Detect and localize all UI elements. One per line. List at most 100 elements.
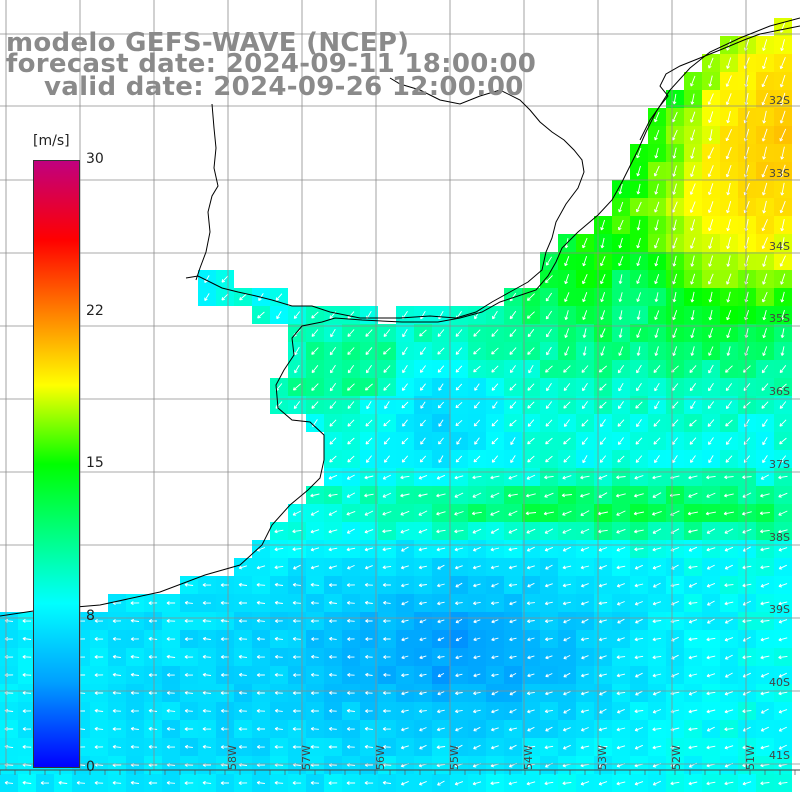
wind-arrow xyxy=(293,311,301,319)
wind-arrow xyxy=(509,655,517,660)
wind-arrow xyxy=(346,781,356,785)
wind-arrow xyxy=(544,475,554,480)
wind-arrow xyxy=(527,455,535,463)
wind-arrow xyxy=(256,655,265,659)
wind-arrow xyxy=(274,529,284,534)
wind-arrow xyxy=(726,328,732,339)
wind-arrow xyxy=(490,475,500,480)
wind-arrow xyxy=(634,601,643,606)
wind-arrow xyxy=(725,93,732,106)
wind-arrow xyxy=(654,310,660,320)
wind-arrow xyxy=(166,654,176,659)
wind-arrow xyxy=(708,383,714,392)
wind-arrow xyxy=(599,455,607,463)
wind-arrow xyxy=(382,780,392,785)
wind-arrow xyxy=(582,310,588,321)
wind-arrow xyxy=(364,781,374,785)
wind-arrow xyxy=(616,691,626,696)
wind-arrow xyxy=(761,128,768,142)
wind-arrow xyxy=(473,401,480,409)
wind-arrow xyxy=(688,709,698,714)
wind-arrow xyxy=(256,745,265,749)
wind-arrow xyxy=(652,673,662,678)
wind-arrow xyxy=(545,292,553,302)
title-model: modelo GEFS-WAVE (NCEP) xyxy=(6,28,410,58)
wind-arrow xyxy=(346,745,355,749)
wind-arrow xyxy=(166,691,175,695)
title-forecast-date: forecast date: 2024-09-11 18:00:00 xyxy=(6,49,537,79)
wind-arrow xyxy=(780,328,785,339)
wind-arrow xyxy=(724,654,733,660)
wind-arrow xyxy=(148,636,158,641)
wind-arrow xyxy=(652,492,662,498)
wind-arrow xyxy=(238,565,248,570)
wind-arrow xyxy=(672,93,677,105)
wind-arrow xyxy=(346,583,355,587)
wind-arrow xyxy=(130,780,140,785)
wind-arrow xyxy=(473,347,481,355)
wind-arrow xyxy=(724,637,734,642)
wind-arrow xyxy=(741,511,752,516)
wind-arrow xyxy=(256,637,265,641)
wind-arrow xyxy=(238,601,247,605)
wind-arrow xyxy=(455,401,463,409)
wind-arrow xyxy=(419,329,427,337)
wind-arrow xyxy=(400,493,410,498)
wind-arrow xyxy=(347,691,355,695)
wind-arrow xyxy=(580,673,589,678)
wind-arrow xyxy=(402,346,408,356)
wind-arrow xyxy=(454,475,464,480)
wind-arrow xyxy=(276,311,282,320)
wind-arrow xyxy=(382,583,391,587)
wind-arrow xyxy=(762,255,768,267)
wind-arrow xyxy=(652,690,661,696)
lon-label: 56W xyxy=(374,745,387,770)
colorbar-tick-8: 8 xyxy=(86,608,95,624)
wind-arrow xyxy=(600,237,605,249)
wind-arrow xyxy=(455,744,463,750)
wind-arrow xyxy=(22,709,32,713)
wind-arrow xyxy=(545,437,553,445)
wind-arrow xyxy=(672,183,677,195)
wind-arrow xyxy=(761,708,769,714)
wind-arrow xyxy=(419,637,427,642)
wind-arrow xyxy=(292,619,301,623)
wind-arrow xyxy=(689,201,696,213)
wind-arrow xyxy=(615,493,626,498)
wind-arrow xyxy=(310,529,320,534)
wind-arrow xyxy=(654,328,659,339)
wind-arrow xyxy=(778,637,788,642)
wind-arrow xyxy=(292,781,302,785)
wind-arrow xyxy=(202,690,212,695)
wind-arrow xyxy=(708,237,714,249)
wind-arrow xyxy=(40,781,50,785)
wind-arrow xyxy=(310,493,320,498)
wind-arrow xyxy=(562,475,572,480)
wind-arrow xyxy=(742,528,752,534)
wind-arrow xyxy=(545,365,553,373)
wind-arrow xyxy=(636,310,641,320)
wind-arrow xyxy=(582,346,587,356)
wind-arrow xyxy=(310,547,320,552)
wind-arrow xyxy=(509,708,517,714)
lat-label: 39S xyxy=(769,603,790,616)
wind-arrow xyxy=(598,781,608,786)
wind-arrow xyxy=(690,75,696,87)
wind-arrow xyxy=(527,655,535,660)
wind-arrow xyxy=(436,583,445,588)
wind-arrow xyxy=(220,673,229,677)
wind-arrow xyxy=(238,690,247,695)
wind-arrow xyxy=(545,419,553,427)
wind-arrow xyxy=(760,691,770,696)
wind-arrow xyxy=(491,437,499,445)
wind-arrow xyxy=(688,781,698,786)
wind-arrow xyxy=(472,528,482,534)
wind-arrow xyxy=(94,745,104,749)
wind-arrow xyxy=(726,200,732,214)
wind-arrow xyxy=(239,293,247,301)
wind-arrow xyxy=(310,619,319,623)
wind-arrow xyxy=(526,311,535,319)
wind-arrow xyxy=(654,201,660,213)
wind-arrow xyxy=(328,745,338,749)
